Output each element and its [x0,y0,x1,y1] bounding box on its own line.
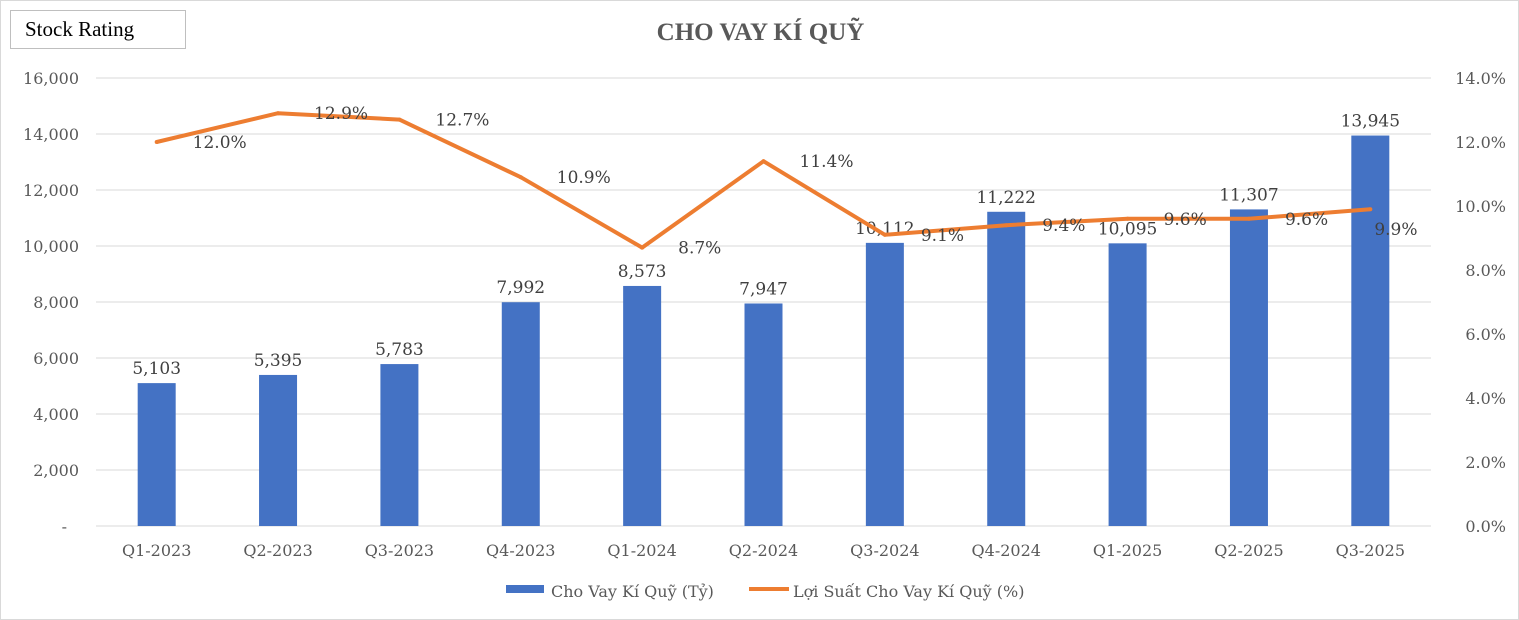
line-data-label: 9.6% [1164,210,1207,230]
x-tick-label: Q3-2025 [1336,541,1405,560]
left-tick-label: 2,000 [33,461,79,480]
line-point [1246,216,1251,221]
bar [1108,243,1147,526]
bar [259,374,298,526]
bar [744,303,783,526]
left-tick-label: 16,000 [23,69,79,88]
line-point [518,175,523,180]
left-tick-label: 12,000 [23,181,79,200]
line-data-label: 10.9% [557,168,611,188]
legend-bar-label: Cho Vay Kí Quỹ (Tỷ) [551,582,714,601]
left-tick-label: 4,000 [33,405,79,424]
x-tick-label: Q1-2025 [1093,541,1162,560]
line-data-label: 9.6% [1285,210,1328,230]
bar-data-label: 5,103 [132,359,181,379]
left-tick-label: - [62,517,67,536]
legend-line-label: Lợi Suất Cho Vay Kí Quỹ (%) [793,582,1024,601]
right-tick-label: 4.0% [1465,389,1506,408]
bar [1351,135,1390,527]
line-data-label: 8.7% [678,239,721,259]
x-tick-label: Q3-2024 [850,541,919,560]
x-tick-label: Q4-2024 [972,541,1041,560]
right-tick-label: 6.0% [1465,325,1506,344]
x-tick-label: Q1-2023 [122,541,191,560]
chart-title: CHO VAY KÍ QUỸ [656,19,865,46]
x-tick-label: Q2-2024 [729,541,798,560]
left-tick-label: 10,000 [23,237,79,256]
stock-rating-badge: Stock Rating [10,10,186,49]
bar-data-label: 8,573 [618,262,667,282]
right-tick-label: 2.0% [1465,453,1506,472]
line-data-label: 9.9% [1374,220,1417,240]
line-point [1125,216,1130,221]
bar-data-label: 10,095 [1098,219,1157,239]
line-data-label: 12.9% [314,104,368,124]
line-point [1368,207,1373,212]
legend-bar-swatch [506,585,544,593]
right-tick-label: 12.0% [1455,133,1506,152]
line-data-label: 11.4% [800,152,854,172]
bar [623,285,662,526]
right-tick-label: 0.0% [1465,517,1506,536]
right-tick-label: 10.0% [1455,197,1506,216]
bar [1229,209,1268,527]
line-point [761,159,766,164]
x-tick-label: Q4-2023 [486,541,555,560]
line-data-label: 12.7% [435,111,489,131]
left-tick-label: 8,000 [33,293,79,312]
x-tick-label: Q1-2024 [607,541,676,560]
line-point [882,232,887,237]
x-tick-label: Q3-2023 [365,541,434,560]
bar-data-label: 7,947 [739,279,788,299]
bar-data-label: 7,992 [496,278,545,298]
bar-data-label: 11,222 [976,188,1035,208]
right-tick-label: 8.0% [1465,261,1506,280]
x-tick-label: Q2-2023 [243,541,312,560]
x-tick-label: Q2-2025 [1214,541,1283,560]
line-point [640,245,645,250]
bar-data-label: 5,395 [254,351,303,371]
bar [987,211,1026,526]
bar-data-label: 5,783 [375,340,424,360]
line-point [276,111,281,116]
bar [865,242,904,526]
line-data-label: 9.1% [921,226,964,246]
line-data-label: 12.0% [193,133,247,153]
bar [137,383,176,526]
line-point [397,117,402,122]
bar [380,364,419,526]
line-point [1004,223,1009,228]
left-tick-label: 14,000 [23,125,79,144]
line-point [154,140,159,144]
bar-data-label: 11,307 [1219,185,1278,205]
line-data-label: 9.4% [1042,216,1085,236]
left-tick-label: 6,000 [33,349,79,368]
bar [501,302,540,526]
bar-data-label: 13,945 [1341,112,1400,132]
right-tick-label: 14.0% [1455,69,1506,88]
